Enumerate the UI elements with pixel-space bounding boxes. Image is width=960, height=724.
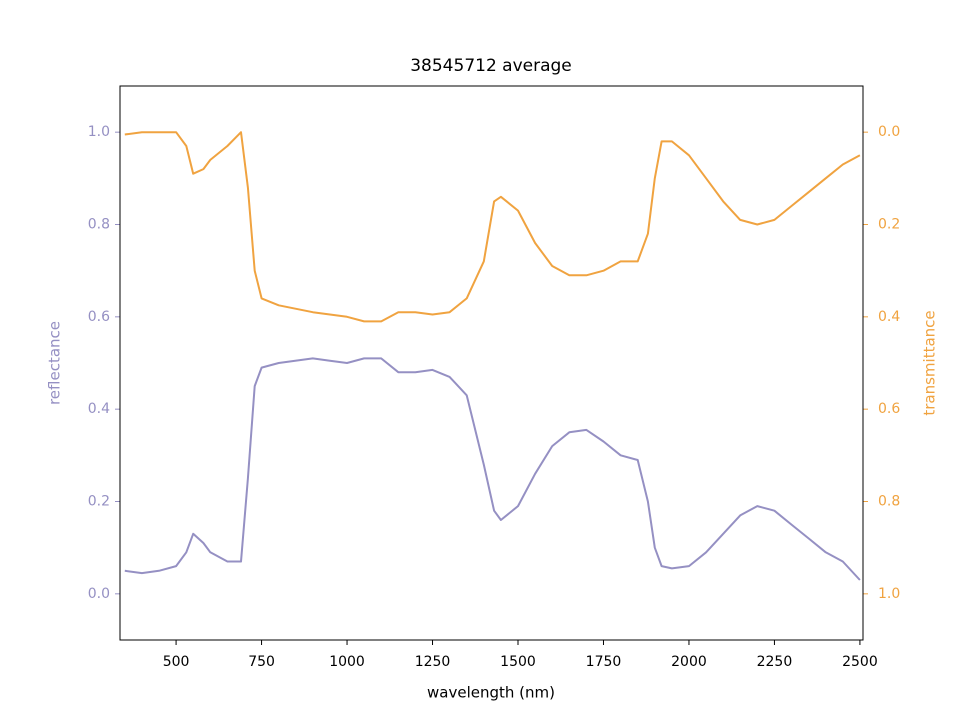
x-tick-label: 500 bbox=[163, 654, 190, 670]
y2-tick-label: 1.0 bbox=[878, 586, 900, 602]
y-tick-label: 0.0 bbox=[88, 586, 110, 602]
x-tick-label: 2250 bbox=[757, 654, 793, 670]
y-tick-label: 0.8 bbox=[88, 217, 110, 233]
x-tick-label: 2000 bbox=[671, 654, 707, 670]
y2-tick-label: 0.8 bbox=[878, 494, 900, 510]
x-tick-label: 1250 bbox=[415, 654, 451, 670]
x-tick-label: 2500 bbox=[842, 654, 878, 670]
y2-tick-label: 0.0 bbox=[878, 124, 900, 140]
y-tick-label: 1.0 bbox=[88, 124, 110, 140]
y-axis-label: reflectance bbox=[46, 321, 64, 405]
y2-axis-label: transmittance bbox=[921, 310, 939, 415]
y2-tick-label: 0.2 bbox=[878, 217, 900, 233]
x-tick-label: 1500 bbox=[500, 654, 536, 670]
y-tick-label: 0.2 bbox=[88, 494, 110, 510]
y2-tick-label: 0.6 bbox=[878, 401, 900, 417]
x-tick-label: 1000 bbox=[329, 654, 365, 670]
x-axis-label: wavelength (nm) bbox=[427, 684, 555, 702]
y-tick-label: 0.4 bbox=[88, 401, 110, 417]
chart-title: 38545712 average bbox=[410, 56, 572, 76]
x-tick-label: 1750 bbox=[586, 654, 622, 670]
data-line bbox=[124, 131, 861, 323]
y2-tick-label: 0.4 bbox=[878, 309, 900, 325]
plot-frame bbox=[119, 85, 864, 641]
x-tick-label: 750 bbox=[248, 654, 275, 670]
y-tick-label: 0.6 bbox=[88, 309, 110, 325]
data-line bbox=[124, 357, 861, 581]
